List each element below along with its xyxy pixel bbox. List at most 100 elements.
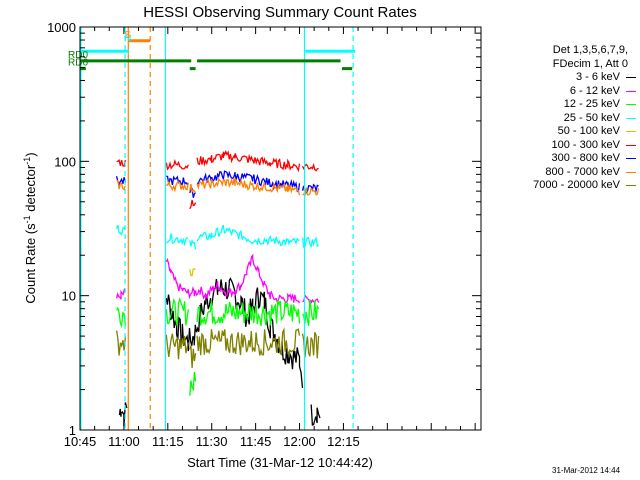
legend-label-1: 6 - 12 keV — [569, 84, 620, 97]
series-6-segment-2 — [189, 187, 197, 198]
legend-entry-6: 300 - 800 keV — [492, 152, 636, 166]
chart-title: HESSI Observing Summary Count Rates — [143, 4, 416, 21]
legend-entry-0: 3 - 6 keV — [492, 71, 636, 85]
series-5-segment-2 — [189, 199, 197, 210]
legend-entry-8: 7000 - 20000 keV — [492, 179, 636, 193]
series-2-segment-2 — [189, 371, 197, 396]
series-2-segment-0 — [116, 306, 127, 329]
series-2-segment-3 — [196, 299, 301, 327]
x-axis-label: Start Time (31-Mar-12 10:44:42) — [187, 455, 373, 470]
series-5-segment-0 — [116, 159, 127, 168]
legend-swatch-3 — [626, 117, 636, 119]
series-6-segment-3 — [196, 170, 301, 193]
y-axis-label-sup2: -1 — [22, 157, 32, 165]
y-tick-label-3: 1000 — [47, 20, 76, 35]
vertical-markers — [80, 27, 354, 430]
axes: 10:45 11:00 11:15 11:30 11:45 12:00 12:15 1 10 10… — [47, 20, 482, 449]
legend-entry-1: 6 - 12 keV — [492, 85, 636, 99]
series-8-segment-1 — [165, 333, 189, 360]
series-7-segment-4 — [302, 187, 320, 197]
legend-entries: 3 - 6 keV 6 - 12 keV 12 - 25 keV 25 - 50 ke… — [492, 71, 636, 193]
series-4 — [189, 267, 196, 277]
legend-entry-5: 100 - 300 keV — [492, 139, 636, 153]
series-0-segment-0 — [118, 402, 128, 427]
legend-label-6: 300 - 800 keV — [551, 152, 621, 164]
legend-label-8: 7000 - 20000 keV — [533, 179, 620, 191]
series-5-segment-3 — [196, 149, 301, 173]
legend-swatch-5 — [626, 144, 636, 146]
series-3-segment-1 — [166, 233, 189, 247]
legend-label-5: 100 - 300 keV — [551, 138, 621, 151]
series-8-segment-0 — [115, 330, 127, 356]
x-tick-label-0: 10:45 — [64, 434, 97, 449]
legend-swatch-0 — [626, 77, 636, 79]
legend-label-3: 25 - 50 keV — [563, 111, 620, 124]
x-tick-label-5: 12:00 — [283, 434, 316, 449]
legend: Det 1,3,5,6,7,9, FDecim 1, Att 0 3 - 6 k… — [492, 44, 636, 193]
series-1-segment-0 — [115, 288, 126, 300]
plot-frame — [79, 26, 482, 431]
legend-entry-3: 25 - 50 keV — [492, 112, 636, 126]
y-axis-label-mid: detector — [23, 164, 38, 215]
legend-header-line-1: Det 1,3,5,6,7,9, — [552, 44, 628, 56]
legend-swatch-2 — [626, 104, 636, 106]
series-3 — [115, 224, 320, 250]
series-7-segment-2 — [189, 183, 197, 194]
series-3-segment-4 — [301, 236, 320, 249]
y-axis-label: Count Rate (s-1 detector-1) — [22, 152, 38, 303]
legend-label-2: 12 - 25 keV — [563, 98, 620, 110]
series-2-segment-4 — [301, 299, 320, 326]
series-3-segment-2 — [189, 239, 197, 250]
legend-swatch-1 — [626, 90, 636, 92]
legend-entry-7: 800 - 7000 keV — [492, 166, 636, 180]
x-tick-label-4: 11:45 — [240, 434, 272, 449]
legend-label-0: 3 - 6 keV — [575, 71, 620, 83]
y-tick-label-0: 1 — [69, 423, 76, 438]
series-1-segment-1 — [165, 253, 301, 305]
plot-area — [115, 149, 321, 427]
x-tick-label-1: 11:00 — [108, 434, 140, 449]
flag-label-7: S — [124, 30, 131, 41]
x-tick-label-2: 11:15 — [152, 434, 184, 449]
flag-label-8: N — [124, 34, 131, 45]
series-8-segment-2 — [189, 345, 197, 369]
series-2-segment-1 — [165, 297, 189, 326]
series-0-segment-2 — [310, 404, 321, 426]
legend-swatch-6 — [626, 158, 636, 160]
series-3-segment-0 — [115, 224, 126, 237]
legend-swatch-4 — [626, 131, 636, 133]
footer-timestamp: 31-Mar-2012 14:44 — [552, 466, 621, 475]
series-8-segment-4 — [301, 332, 320, 359]
series-5 — [116, 149, 319, 210]
series-7-segment-0 — [116, 179, 127, 191]
series-8 — [115, 327, 320, 369]
y-tick-label-1: 10 — [62, 289, 76, 304]
series-1 — [115, 253, 320, 307]
y-axis-label-sup1: -1 — [22, 215, 32, 223]
series-6 — [115, 170, 319, 198]
y-axis-label-end: ) — [23, 152, 38, 156]
series-8-segment-3 — [196, 327, 301, 357]
legend-swatch-7 — [626, 171, 636, 173]
legend-label-4: 50 - 100 keV — [557, 125, 620, 137]
series-5-segment-1 — [165, 158, 189, 171]
series-3-segment-3 — [196, 224, 300, 247]
series-7-segment-3 — [196, 176, 301, 196]
series-7-segment-1 — [166, 179, 189, 193]
y-tick-label-2: 100 — [54, 154, 76, 169]
flag-label-2: RD0 — [68, 50, 88, 61]
x-tick-label-6: 12:15 — [327, 434, 360, 449]
flag-label-4: RD6 — [68, 58, 88, 69]
series-7 — [116, 176, 320, 197]
series-1-segment-2 — [302, 293, 320, 307]
y-axis-label-main: Count Rate (s — [23, 223, 38, 304]
legend-label-7: 800 - 7000 keV — [545, 165, 620, 178]
x-tick-label-3: 11:30 — [196, 434, 228, 449]
series-4-segment-0 — [189, 267, 196, 277]
legend-entry-4: 50 - 100 keV — [492, 125, 636, 139]
series-5-segment-4 — [301, 162, 319, 172]
legend-swatch-8 — [626, 185, 636, 187]
legend-entry-2: 12 - 25 keV — [492, 98, 636, 112]
